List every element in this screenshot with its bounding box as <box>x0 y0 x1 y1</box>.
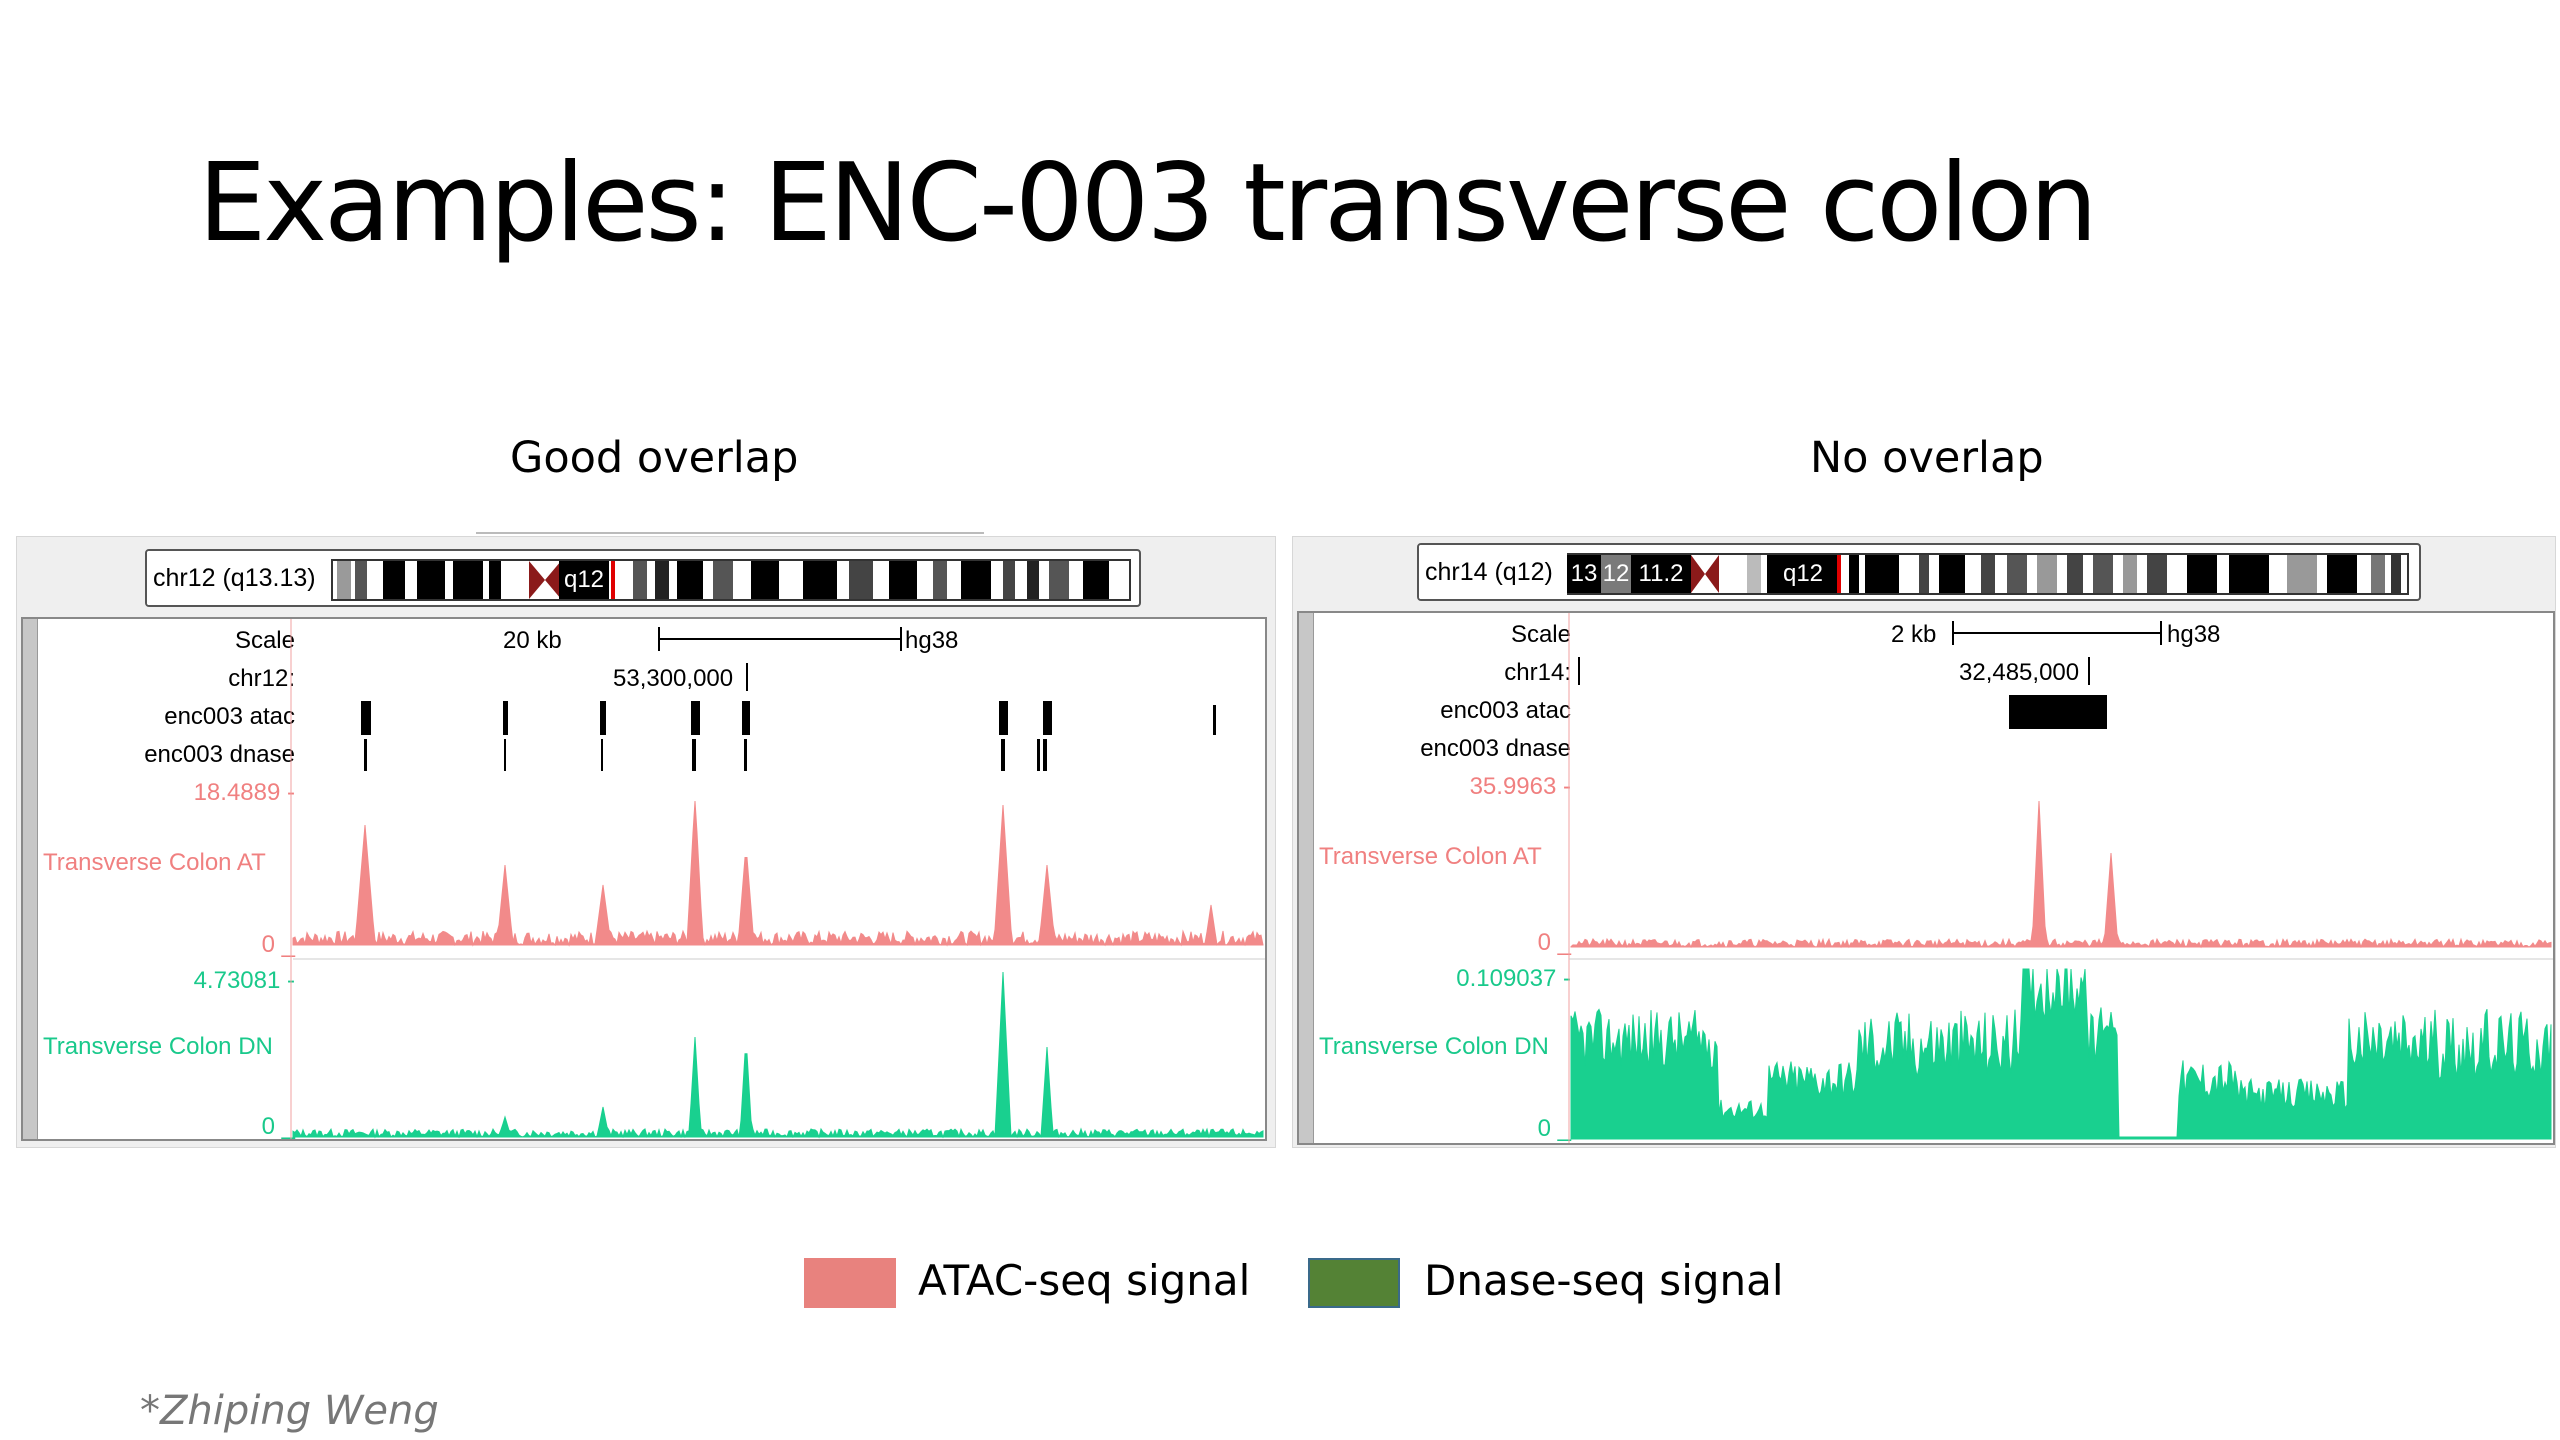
dnase-signal-label[interactable]: Transverse Colon DN <box>1319 1033 1549 1060</box>
dnase-min-label: 0 _ <box>1537 1115 1571 1142</box>
ideogram-label: chr14 (q12) <box>1419 545 1573 599</box>
atac-peaks-label[interactable]: enc003 atac <box>164 703 295 730</box>
atac-signal-label[interactable]: Transverse Colon AT <box>1319 843 1542 870</box>
panel-caption-left: Good overlap <box>510 433 799 483</box>
dnase-min-label: 0 _ <box>261 1113 295 1140</box>
chromosome-ideogram[interactable]: chr12 (q13.13) q12 <box>145 549 1141 607</box>
dnase-peaks-track <box>364 739 1047 771</box>
tracks-svg-right <box>1568 613 2553 1143</box>
legend-swatch-atac <box>804 1258 896 1308</box>
scale-label: Scale <box>1510 621 1571 648</box>
caption-underline <box>476 532 984 534</box>
chromosome-bands: 13 12 11.2 q12 <box>1567 553 2409 595</box>
track-drag-bar[interactable] <box>1299 613 1314 1143</box>
position-label: 32,485,000 <box>1959 659 2080 686</box>
atac-max-label: 18.4889 - <box>193 779 295 806</box>
track-area[interactable]: Scale chr14: enc003 atac enc003 dnase 35… <box>1297 611 2555 1145</box>
chromosome-bands: q12 <box>331 559 1131 601</box>
dnase-peaks-label[interactable]: enc003 dnase <box>1420 735 1571 762</box>
atac-signal-plot <box>292 800 1264 947</box>
atac-peaks-track <box>361 701 1216 735</box>
legend-swatch-dnase <box>1308 1258 1400 1308</box>
band-label-13: 13 <box>1570 560 1598 587</box>
chrom-label: chr14: <box>1504 659 1571 686</box>
atac-max-label: 35.9963 - <box>1469 773 1571 800</box>
position-label: 53,300,000 <box>613 665 734 692</box>
dnase-signal-label[interactable]: Transverse Colon DN <box>43 1033 273 1060</box>
assembly-label: hg38 <box>905 627 959 654</box>
atac-signal-plot <box>1570 800 2552 949</box>
scale-label: Scale <box>234 627 295 654</box>
track-drag-bar[interactable] <box>23 619 38 1139</box>
atac-signal-label[interactable]: Transverse Colon AT <box>43 849 266 876</box>
ideogram-label: chr12 (q13.13) <box>147 551 333 605</box>
band-label-11-2: 11.2 <box>1638 560 1684 587</box>
dnase-signal-plot <box>1570 968 2552 1140</box>
atac-min-label: 0 _ <box>1537 929 1571 956</box>
author-credit: *Zhiping Weng <box>140 1388 439 1434</box>
band-label-q12: q12 <box>563 566 605 593</box>
band-label-q12: q12 <box>1782 560 1824 587</box>
legend-label-atac: ATAC-seq signal <box>918 1256 1251 1305</box>
scale-bar-text: 20 kb <box>503 627 562 654</box>
tracks-svg-left <box>290 619 1265 1139</box>
slide-title: Examples: ENC-003 transverse colon <box>198 141 2098 266</box>
dnase-peaks-label[interactable]: enc003 dnase <box>144 741 295 768</box>
chrom-label: chr12: <box>228 665 295 692</box>
dnase-signal-plot <box>292 971 1264 1139</box>
dnase-max-label: 4.73081 - <box>193 967 295 994</box>
atac-peaks-track <box>2009 695 2107 729</box>
genome-browser-right: chr14 (q12) 13 12 11.2 q12 <box>1292 536 2556 1148</box>
dnase-max-label: 0.109037 - <box>1456 965 1571 992</box>
chromosome-ideogram[interactable]: chr14 (q12) 13 12 11.2 q12 <box>1417 543 2421 601</box>
panel-caption-right: No overlap <box>1810 433 2044 483</box>
legend-label-dnase: Dnase-seq signal <box>1424 1256 1784 1305</box>
atac-peaks-label[interactable]: enc003 atac <box>1440 697 1571 724</box>
genome-browser-left: chr12 (q13.13) q12 <box>16 536 1276 1148</box>
scale-bar-text: 2 kb <box>1891 621 1937 648</box>
assembly-label: hg38 <box>2167 621 2221 648</box>
track-area[interactable]: Scale chr12: enc003 atac enc003 dnase 18… <box>21 617 1267 1141</box>
atac-min-label: 0 _ <box>261 931 295 958</box>
band-label-12: 12 <box>1602 560 1630 587</box>
